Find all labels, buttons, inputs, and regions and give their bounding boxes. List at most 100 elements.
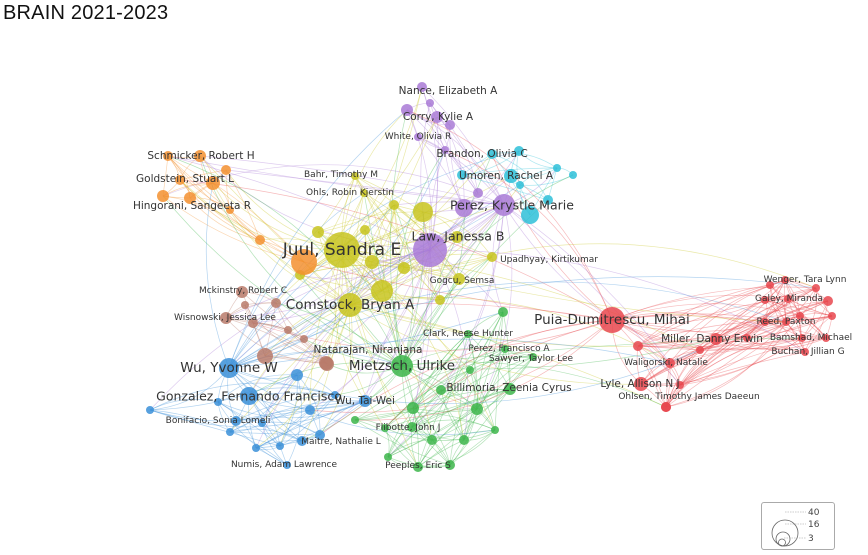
author-node[interactable] xyxy=(782,318,790,326)
author-label-wenger[interactable]: Wenger, Tara Lynn xyxy=(764,275,847,285)
author-node[interactable] xyxy=(493,194,515,216)
author-node[interactable] xyxy=(401,104,413,116)
author-node[interactable] xyxy=(231,416,241,426)
author-node[interactable] xyxy=(219,358,239,378)
author-node[interactable] xyxy=(501,345,509,353)
author-node[interactable] xyxy=(226,428,234,436)
author-node[interactable] xyxy=(710,333,722,345)
author-node[interactable] xyxy=(426,99,434,107)
author-label-comstock[interactable]: Comstock, Bryan A xyxy=(286,297,415,313)
author-node[interactable] xyxy=(214,398,222,406)
author-node[interactable] xyxy=(351,416,359,424)
author-node[interactable] xyxy=(413,233,447,267)
author-node[interactable] xyxy=(381,424,389,432)
author-label-maitre[interactable]: Maitre, Nathalie L xyxy=(301,437,380,447)
author-label-wu_yvonne[interactable]: Wu, Yvonne W xyxy=(180,360,278,376)
author-node[interactable] xyxy=(784,295,792,303)
author-node[interactable] xyxy=(459,435,469,445)
author-node[interactable] xyxy=(634,377,648,391)
author-node[interactable] xyxy=(413,202,433,222)
author-node[interactable] xyxy=(360,225,370,235)
author-label-galey[interactable]: Galey, Miranda xyxy=(755,294,823,304)
author-node[interactable] xyxy=(351,172,359,180)
author-node[interactable] xyxy=(240,387,258,405)
author-label-ohlsen[interactable]: Ohlsen, Timothy James Daeeun xyxy=(618,392,759,402)
author-node[interactable] xyxy=(252,444,260,452)
author-label-wu_taiwei[interactable]: Wu, Tai-Wei xyxy=(335,395,395,407)
author-label-umoren[interactable]: Umoren, Rachel A xyxy=(459,170,554,182)
author-node[interactable] xyxy=(599,307,625,333)
author-node[interactable] xyxy=(305,405,315,415)
author-node[interactable] xyxy=(504,383,516,395)
author-label-schmicker[interactable]: Schmicker, Robert H xyxy=(147,150,254,162)
author-node[interactable] xyxy=(676,381,684,389)
author-label-puia[interactable]: Puia-Dumitrescu, Mihai xyxy=(534,312,690,328)
author-label-white[interactable]: White, Olivia R xyxy=(385,132,451,142)
author-node[interactable] xyxy=(146,406,154,414)
author-node[interactable] xyxy=(464,330,472,338)
author-node[interactable] xyxy=(451,231,463,243)
author-node[interactable] xyxy=(436,385,446,395)
author-node[interactable] xyxy=(445,120,455,130)
author-label-gonzalez[interactable]: Gonzalez, Fernando Francisco xyxy=(156,389,342,404)
author-node[interactable] xyxy=(398,262,410,274)
author-node[interactable] xyxy=(491,426,499,434)
author-node[interactable] xyxy=(543,195,553,205)
author-node[interactable] xyxy=(743,334,751,342)
author-node[interactable] xyxy=(696,346,704,354)
author-label-natarajan[interactable]: Natarajan, Niranjana xyxy=(314,344,423,356)
author-node[interactable] xyxy=(184,192,196,204)
author-label-corry[interactable]: Corry, Kylie A xyxy=(403,111,474,123)
author-label-ohls[interactable]: Ohls, Robin Kjerstin xyxy=(306,188,394,198)
author-node[interactable] xyxy=(633,341,643,351)
author-node[interactable] xyxy=(823,296,833,306)
author-label-goldstein[interactable]: Goldstein, Stuart L xyxy=(136,173,234,185)
author-label-sawyer[interactable]: Sawyer, Taylor Lee xyxy=(489,354,574,364)
author-label-juul[interactable]: Juul, Sandra E xyxy=(282,240,401,260)
author-node[interactable] xyxy=(504,169,518,183)
author-node[interactable] xyxy=(389,200,399,210)
author-node[interactable] xyxy=(206,176,220,190)
author-node[interactable] xyxy=(241,301,249,309)
author-label-upadhyay[interactable]: Upadhyay, Kirtikumar xyxy=(500,255,598,265)
author-label-brandon[interactable]: Brandon, Olivia C xyxy=(436,148,527,160)
author-node[interactable] xyxy=(441,146,449,154)
author-label-gogcu[interactable]: Gogcu, Semsa xyxy=(430,276,495,286)
author-node[interactable] xyxy=(455,199,473,217)
author-label-perez_krystle[interactable]: Perez, Krystle Marie xyxy=(450,198,574,213)
author-node[interactable] xyxy=(324,232,360,268)
author-node[interactable] xyxy=(417,82,427,92)
author-label-nance[interactable]: Nance, Elizabeth A xyxy=(399,85,499,97)
author-node[interactable] xyxy=(258,419,266,427)
author-node[interactable] xyxy=(796,312,804,320)
author-label-bamshad[interactable]: Bamshad, Michael xyxy=(770,333,852,343)
author-node[interactable] xyxy=(331,391,339,399)
author-node[interactable] xyxy=(781,276,789,284)
author-label-mietzsch[interactable]: Mietzsch, Ulrike xyxy=(349,358,455,374)
author-label-miller[interactable]: Miller, Danny Erwin xyxy=(661,333,763,345)
author-node[interactable] xyxy=(284,326,292,334)
author-node[interactable] xyxy=(414,133,422,141)
author-label-bonifacio[interactable]: Bonifacio, Sonia Lomeli xyxy=(166,416,271,426)
author-node[interactable] xyxy=(487,149,497,159)
author-node[interactable] xyxy=(431,111,443,123)
author-node[interactable] xyxy=(320,357,334,371)
author-label-numis[interactable]: Numis, Adam Lawrence xyxy=(231,460,338,470)
author-node[interactable] xyxy=(661,402,671,412)
author-node[interactable] xyxy=(761,296,769,304)
author-node[interactable] xyxy=(312,226,324,238)
author-node[interactable] xyxy=(665,358,675,368)
author-label-perez_francisco[interactable]: Perez, Francisco A xyxy=(468,344,550,354)
author-node[interactable] xyxy=(283,461,291,469)
author-node[interactable] xyxy=(359,395,371,407)
author-node[interactable] xyxy=(407,422,417,432)
author-node[interactable] xyxy=(553,164,561,172)
author-node[interactable] xyxy=(457,170,467,180)
author-node[interactable] xyxy=(798,334,806,342)
author-node[interactable] xyxy=(569,171,577,179)
author-label-flibotte[interactable]: Flibotte, John J xyxy=(376,423,441,433)
author-label-hingorani[interactable]: Hingorani, Sangeeta R xyxy=(133,200,251,212)
author-node[interactable] xyxy=(300,335,308,343)
author-node[interactable] xyxy=(257,348,273,364)
author-node[interactable] xyxy=(445,460,455,470)
